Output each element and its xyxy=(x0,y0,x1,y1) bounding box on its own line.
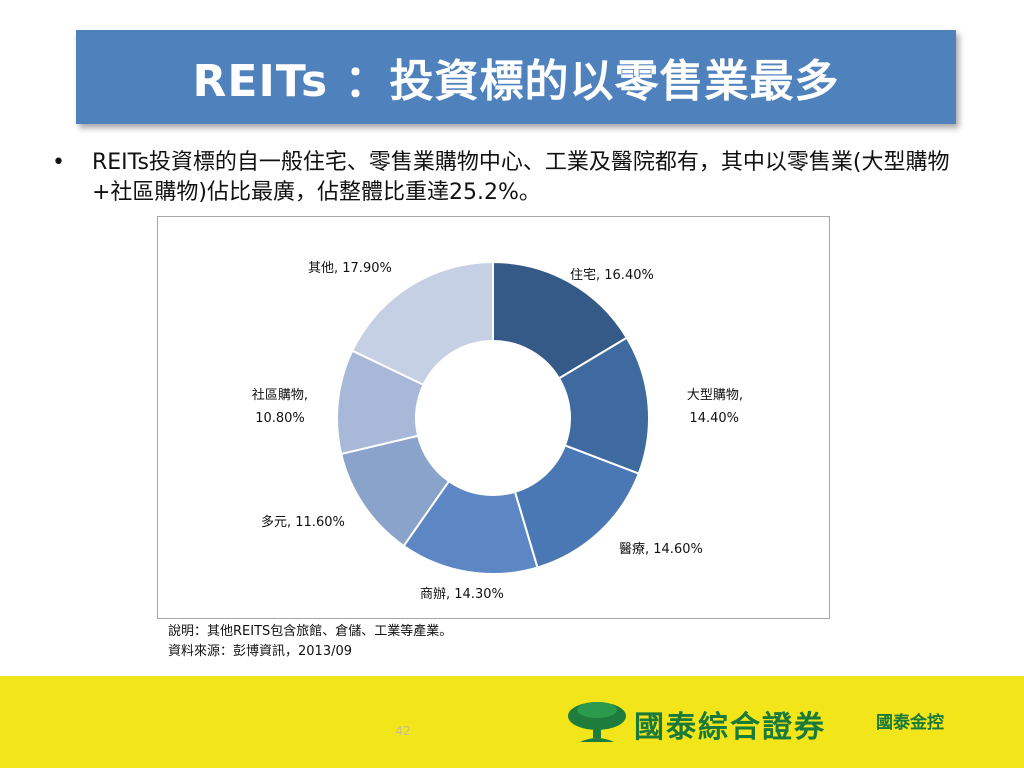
slice-label-多元: 多元, 11.60% xyxy=(261,514,345,530)
brand-name: 國泰綜合證券 xyxy=(634,710,826,745)
bullet-text: REITs投資標的自一般住宅、零售業購物中心、工業及醫院都有，其中以零售業(大型… xyxy=(92,150,950,205)
slice-label-醫療: 醫療, 14.60% xyxy=(619,542,703,557)
slice-label-商辦: 商辦, 14.30% xyxy=(420,587,504,602)
chart-source: 資料來源：彭博資訊，2013/09 xyxy=(168,644,353,659)
slice-label-大型購物: 大型購物, 14.40% xyxy=(687,388,743,426)
slice-住宅 xyxy=(492,260,629,380)
chart-frame: 住宅, 16.40% 大型購物, 14.40% 醫療, 14.60% 商辦, 14.30… xyxy=(157,216,830,619)
donut-chart: 住宅, 16.40% 大型購物, 14.40% 醫療, 14.60% 商辦, 14.30… xyxy=(252,260,743,602)
group-name: 國泰金控 xyxy=(876,713,944,733)
slice-label-社區購物: 社區購物, 10.80% xyxy=(252,387,308,426)
slice-label-住宅: 住宅, 16.40% xyxy=(570,268,654,283)
title-banner: REITs ：投資標的以零售業最多 xyxy=(76,30,956,124)
page-number: 42 xyxy=(395,724,411,738)
bullet-marker: • xyxy=(52,150,65,175)
tree-logo-icon xyxy=(568,702,626,742)
slide-title: REITs ：投資標的以零售業最多 xyxy=(192,56,840,107)
footer-bar: 42 國泰綜合證券 國泰金控 xyxy=(0,676,1024,768)
slice-label-其他: 其他, 17.90% xyxy=(308,261,392,276)
chart-note: 說明：其他REITS包含旅館、倉儲、工業等產業。 xyxy=(168,624,453,639)
slice-其他 xyxy=(350,260,494,387)
bullet-point: • REITs投資標的自一般住宅、零售業購物中心、工業及醫院都有，其中以零售業(… xyxy=(52,148,952,208)
